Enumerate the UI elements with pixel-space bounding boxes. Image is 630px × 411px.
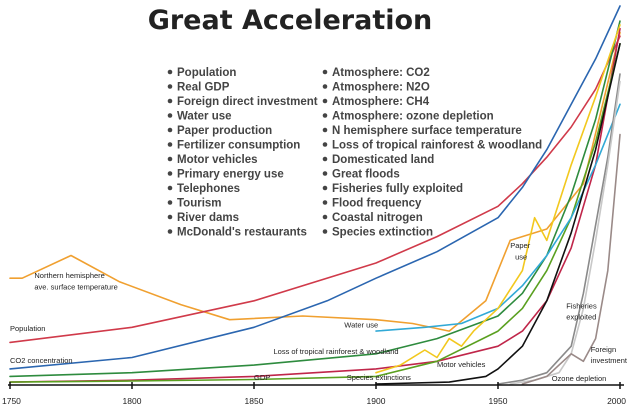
legend-bullet-icon — [322, 69, 328, 75]
series-line-gdp — [9, 27, 621, 383]
legend-bullet-icon — [167, 200, 173, 205]
series-layer — [9, 5, 621, 385]
legend-bullet-icon — [322, 214, 328, 220]
legend-bullet-icon — [167, 229, 173, 234]
legend-item-n-hemisphere-surface-temperature: N hemisphere surface temperature — [332, 125, 522, 137]
annotation-paper-use-5: Paper — [510, 241, 531, 250]
series-line-co2-concentration — [9, 5, 621, 370]
legend-bullet-icon — [322, 113, 328, 118]
legend-item-telephones: Telephones — [177, 183, 240, 195]
annotation-foreign-investment-12: investment — [591, 356, 628, 365]
x-tick-label-1900: 1900 — [367, 396, 386, 406]
legend-bullet-icon — [167, 156, 173, 162]
legend-bullet-icon — [322, 98, 328, 104]
legend-item-foreign-direct-investment: Foreign direct investment — [177, 96, 318, 108]
legend-bullet-icon — [167, 84, 173, 89]
series-line-population — [9, 35, 621, 344]
x-tick-layer: 1750 1800 1850 1900 1950 2000 — [2, 382, 626, 406]
series-line-species-extinctions — [9, 43, 621, 383]
annotation-foreign-investment-11: Foreign — [591, 345, 616, 354]
annotation-fisheries-exploited-7: Fisheries — [566, 301, 597, 310]
series-line-northern-hemisphere-ave-surface-temperature — [9, 31, 621, 332]
annotation-fisheries-exploited-8: exploited — [566, 313, 596, 322]
series-line-paper-use — [375, 24, 621, 374]
legend-bullet-icon — [322, 171, 328, 176]
legend-bullet-icon — [322, 185, 328, 191]
legend-item-atmosphere-co2: Atmosphere: CO2 — [332, 67, 430, 79]
legend-item-water-use: Water use — [177, 111, 232, 123]
legend-item-atmosphere-ozone-depletion: Atmosphere: ozone depletion — [332, 111, 494, 123]
annotation-motor-vehicles-10: Motor vehicles — [437, 360, 486, 369]
series-line-loss-of-tropical-rainforest-woodland — [9, 20, 621, 378]
series-line-fisheries-exploited — [497, 73, 621, 385]
legend-bullet-icon — [167, 185, 173, 191]
legend-bullet-icon — [167, 214, 173, 220]
legend-bullet-icon — [167, 127, 173, 133]
legend-item-primary-energy-use: Primary energy use — [177, 169, 284, 181]
legend-item-species-extinction: Species extinction — [332, 227, 433, 239]
legend-bullet-icon — [322, 200, 328, 205]
legend-bullet-icon — [167, 142, 173, 147]
annotation-loss-of-tropical-rainforest-woodland-9: Loss of tropical rainforest & woodland — [274, 347, 399, 356]
annotation-water-use-4: Water use — [344, 320, 378, 329]
series-line-water-use — [375, 103, 621, 332]
legend-item-mcdonald-s-restaurants: McDonald's restaurants — [177, 227, 307, 239]
legend-item-fisheries-fully-exploited: Fisheries fully exploited — [332, 183, 463, 195]
legend-item-river-dams: River dams — [177, 212, 239, 224]
x-tick-label-1950: 1950 — [489, 396, 508, 406]
legend-bullet-icon — [322, 142, 328, 147]
x-tick-label-1850: 1850 — [245, 396, 264, 406]
legend-bullet-icon — [167, 171, 173, 176]
legend-item-real-gdp: Real GDP — [177, 82, 230, 94]
legend-item-atmosphere-n2o: Atmosphere: N2O — [332, 82, 430, 94]
annotation-population-2: Population — [10, 324, 45, 333]
legend-bullet-icon — [322, 156, 328, 162]
legend: Population Real GDP Foreign direct investm… — [167, 67, 542, 239]
chart-title: Great Acceleration — [148, 5, 433, 36]
annotation-species-extinctions-14: Species extinctions — [347, 373, 411, 382]
annotation-northern-hemisphere-ave-surface-temperature-0: Northern hemisphere — [34, 271, 104, 280]
annotation-layer: Northern hemisphere ave. surface temperat… — [10, 241, 628, 383]
legend-item-tourism: Tourism — [177, 198, 222, 210]
legend-item-paper-production: Paper production — [177, 125, 272, 137]
legend-item-coastal-nitrogen: Coastal nitrogen — [332, 212, 423, 224]
legend-bullet-icon — [167, 113, 173, 118]
x-tick-label-1800: 1800 — [123, 396, 142, 406]
x-tick-label-2000: 2000 — [607, 396, 626, 406]
legend-bullet-icon — [167, 98, 173, 104]
annotation-ozone-depletion-15: Ozone depletion — [552, 374, 607, 383]
annotation-co2-concentration-3: CO2 concentration — [10, 356, 73, 365]
series-line-foreign-investment — [521, 133, 621, 385]
annotation-paper-use-6: use — [515, 252, 527, 261]
legend-bullet-icon — [322, 229, 328, 234]
legend-item-atmosphere-ch4: Atmosphere: CH4 — [332, 96, 430, 108]
series-line-motor-vehicles — [375, 43, 621, 385]
annotation-northern-hemisphere-ave-surface-temperature-1: ave. surface temperature — [34, 283, 117, 292]
legend-item-motor-vehicles: Motor vehicles — [177, 154, 258, 166]
legend-item-flood-frequency: Flood frequency — [332, 198, 422, 210]
legend-item-great-floods: Great floods — [332, 169, 400, 181]
legend-bullet-icon — [167, 69, 173, 75]
legend-item-loss-of-tropical-rainforest-woodland: Loss of tropical rainforest & woodland — [332, 140, 542, 152]
legend-item-population: Population — [177, 67, 236, 79]
x-tick-label-1750: 1750 — [2, 396, 21, 406]
annotation-gdp-13: GDP — [254, 373, 270, 382]
legend-bullet-icon — [322, 127, 328, 133]
legend-item-fertilizer-consumption: Fertilizer consumption — [177, 140, 300, 152]
legend-bullet-icon — [322, 84, 328, 89]
legend-item-domesticated-land: Domesticated land — [332, 154, 434, 166]
